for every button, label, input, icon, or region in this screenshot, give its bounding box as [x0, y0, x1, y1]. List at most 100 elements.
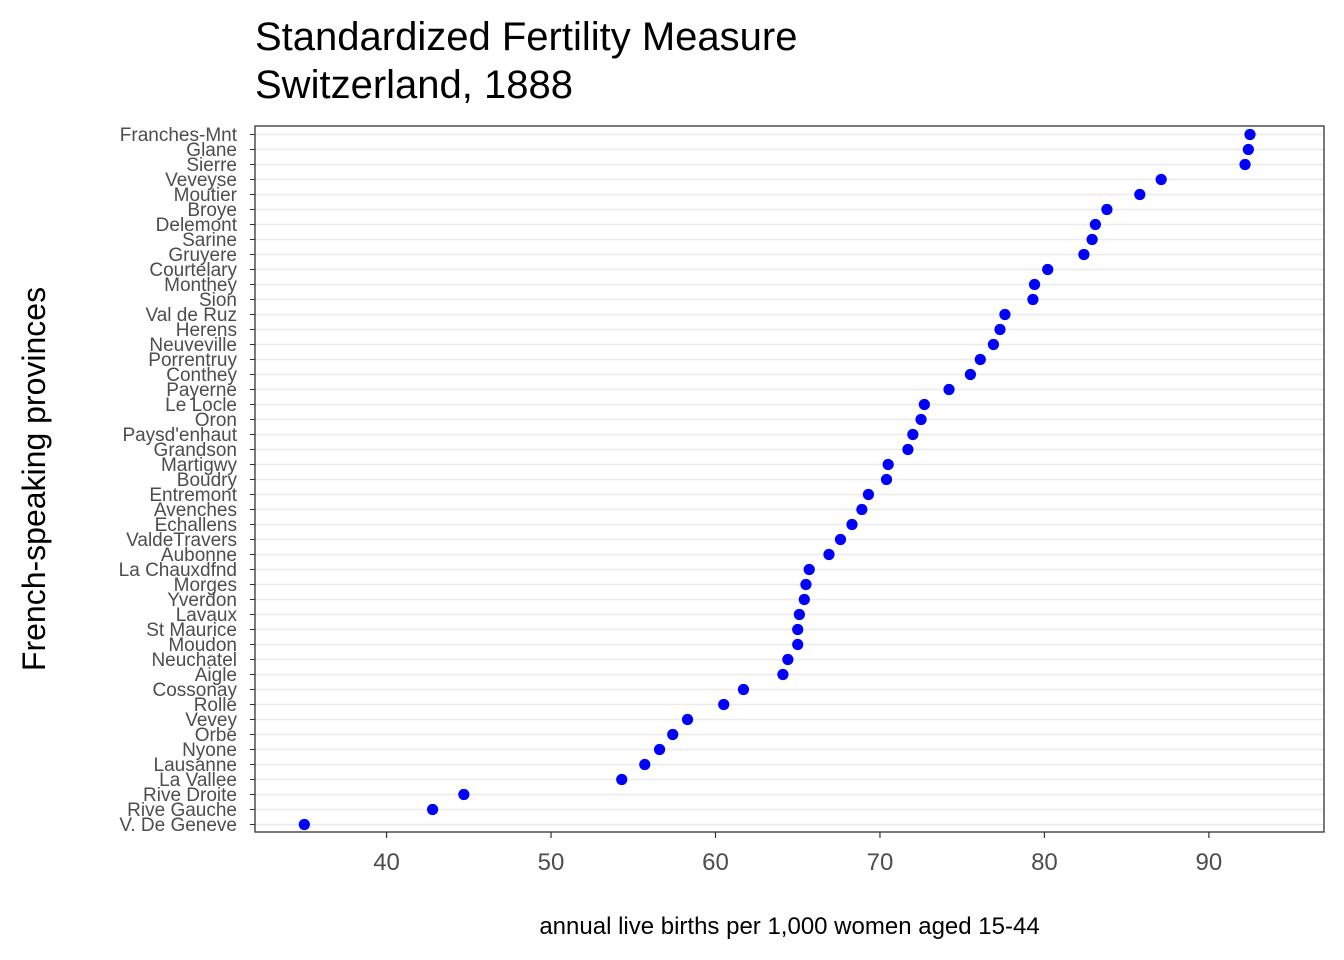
y-tick-label: Grandson: [154, 440, 237, 461]
data-point: [777, 668, 789, 681]
y-tick-label: Sion: [199, 290, 237, 311]
data-point: [798, 593, 810, 606]
x-tick-label: 40: [373, 849, 400, 876]
data-point: [1244, 128, 1256, 141]
chart-title-line-2: Switzerland, 1888: [255, 63, 573, 107]
y-axis-label: French-speaking provinces: [16, 287, 52, 671]
data-point: [1042, 263, 1054, 276]
y-tick-label: Paysd'enhaut: [122, 425, 237, 446]
x-tick-label: 90: [1196, 849, 1223, 876]
data-point: [1086, 233, 1098, 246]
y-tick-label: Entremont: [149, 485, 237, 506]
y-tick-label: Veveyse: [165, 170, 237, 191]
y-tick-label: Moutier: [174, 185, 238, 206]
data-point: [458, 788, 470, 801]
y-tick-label: Lavaux: [176, 605, 238, 626]
data-point: [667, 728, 679, 741]
data-point: [907, 428, 919, 441]
data-point: [846, 518, 858, 531]
data-point: [1155, 173, 1167, 186]
y-tick-label: Oron: [195, 410, 237, 431]
data-point: [298, 818, 310, 831]
y-tick-label: Avenches: [154, 500, 237, 521]
y-tick-label: Rive Droite: [143, 785, 237, 806]
y-tick-label: Neuchatel: [151, 650, 237, 671]
y-tick-label: ValdeTravers: [126, 530, 237, 551]
x-axis-label: annual live births per 1,000 women aged …: [539, 913, 1039, 940]
y-tick-label: Monthey: [164, 275, 237, 296]
y-tick-label: Orbe: [195, 725, 237, 746]
y-tick-label: Gruyere: [168, 245, 237, 266]
y-tick-label: Porrentruy: [148, 350, 237, 371]
y-tick-label: Courtelary: [149, 260, 237, 281]
data-point: [803, 563, 815, 576]
data-point: [974, 353, 986, 366]
y-tick-label: Sarine: [182, 230, 237, 251]
data-point: [1089, 218, 1101, 231]
y-tick-label: Payerne: [166, 380, 237, 401]
data-point: [1101, 203, 1113, 216]
data-point: [834, 533, 847, 546]
y-tick-label: Le Locle: [165, 395, 237, 416]
data-point: [718, 698, 730, 711]
data-point: [681, 713, 694, 726]
data-point: [915, 413, 927, 426]
y-tick-label: St Maurice: [146, 620, 237, 641]
data-point: [999, 308, 1011, 321]
data-point: [964, 368, 977, 381]
y-tick-label: Neuveville: [149, 335, 237, 356]
data-point: [737, 683, 750, 696]
data-point: [800, 578, 812, 591]
x-axis: 40 50 60 70 80 90: [373, 832, 1222, 876]
y-tick-label: Lausanne: [154, 755, 237, 776]
y-tick-label: Aubonne: [161, 545, 237, 566]
y-tick-label: Martigwy: [161, 455, 238, 476]
data-point: [1028, 278, 1041, 291]
data-point: [862, 488, 875, 501]
y-tick-label: V. De Geneve: [119, 815, 237, 836]
data-point: [994, 323, 1006, 336]
y-tick-label: Herens: [176, 320, 237, 341]
y-tick-label: Franches-Mnt: [120, 125, 238, 146]
data-point: [918, 398, 930, 411]
data-point: [880, 473, 893, 486]
y-tick-label: Sierre: [186, 155, 237, 176]
data-points: [298, 128, 1256, 831]
data-point: [882, 458, 894, 471]
x-tick-label: 60: [702, 849, 729, 876]
chart-title-line-1: Standardized Fertility Measure: [255, 15, 797, 59]
y-tick-label: Delemont: [156, 215, 238, 236]
data-point: [792, 638, 804, 651]
data-point: [902, 443, 914, 456]
gridlines: [255, 133, 1324, 826]
y-tick-label: Rolle: [194, 695, 237, 716]
y-tick-label: Vevey: [185, 710, 237, 731]
data-point: [616, 773, 628, 786]
data-point: [1242, 143, 1254, 156]
data-point: [793, 608, 805, 621]
x-tick-label: 80: [1031, 849, 1058, 876]
data-point: [987, 338, 1000, 351]
y-tick-label: Glane: [186, 140, 237, 161]
y-tick-label: Nyone: [182, 740, 237, 761]
y-tick-label: La Vallee: [159, 770, 237, 791]
x-tick-label: 50: [538, 849, 565, 876]
data-point: [1239, 158, 1251, 171]
y-tick-label: Cossonay: [153, 680, 238, 701]
data-point: [856, 503, 868, 516]
data-point: [782, 653, 794, 666]
data-point: [943, 383, 955, 396]
y-tick-label: Yverdon: [167, 590, 237, 611]
x-tick-label: 70: [867, 849, 894, 876]
y-axis-tick-labels: Franches-MntGlaneSierreVeveyseMoutierBro…: [119, 125, 255, 836]
data-point: [639, 758, 651, 771]
y-tick-label: Morges: [174, 575, 237, 596]
data-point: [792, 623, 804, 636]
data-point: [823, 548, 835, 561]
y-tick-label: Rive Gauche: [127, 800, 237, 821]
y-tick-label: Aigle: [195, 665, 237, 686]
data-point: [1078, 248, 1090, 261]
data-point: [1134, 188, 1146, 201]
data-point: [427, 803, 439, 816]
y-tick-label: Moudon: [168, 635, 237, 656]
